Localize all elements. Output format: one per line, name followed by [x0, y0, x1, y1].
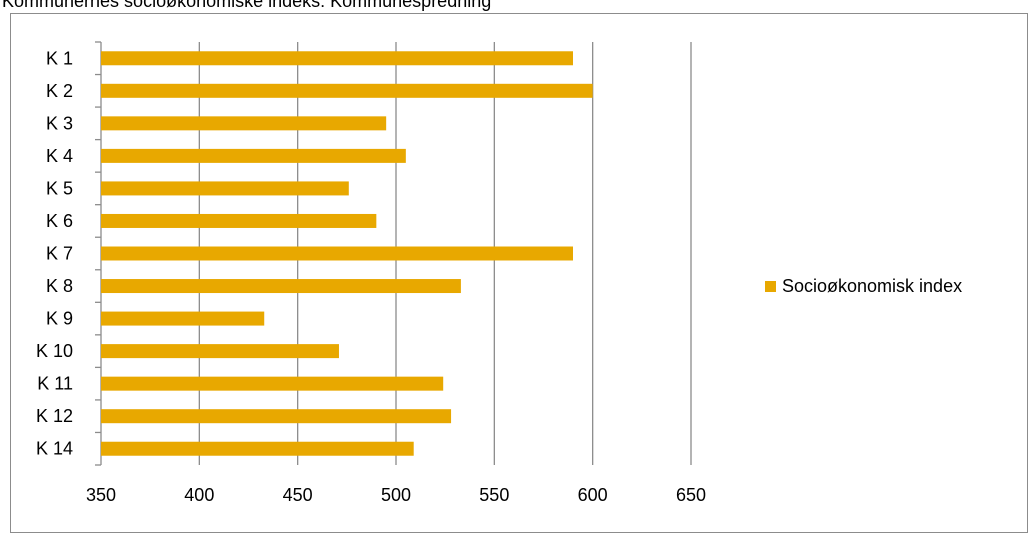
- x-tick-label: 650: [676, 485, 706, 505]
- x-tick-label: 450: [283, 485, 313, 505]
- y-tick-label: K 12: [36, 406, 73, 426]
- x-tick-label: 350: [86, 485, 116, 505]
- bar: [101, 116, 387, 131]
- y-tick-label: K 11: [37, 374, 73, 394]
- legend: Socioøkonomisk index: [765, 276, 962, 297]
- legend-swatch: [765, 281, 776, 292]
- bar: [101, 148, 406, 163]
- x-tick-label: 400: [184, 485, 214, 505]
- y-tick-label: K 14: [36, 439, 73, 459]
- bar: [101, 213, 377, 228]
- bar: [101, 311, 265, 326]
- y-tick-label: K 7: [46, 244, 73, 264]
- bar: [101, 376, 444, 391]
- bar: [101, 181, 349, 196]
- bar: [101, 51, 573, 66]
- y-tick-label: K 8: [46, 276, 73, 296]
- y-tick-label: K 5: [46, 178, 73, 198]
- y-tick-label: K 4: [46, 146, 73, 166]
- x-tick-label: 550: [479, 485, 509, 505]
- bar: [101, 344, 339, 359]
- bar: [101, 83, 593, 98]
- x-tick-label: 500: [381, 485, 411, 505]
- chart-title: Kommunernes socioøkonomiske indeks: Komm…: [2, 0, 492, 11]
- y-tick-label: K 1: [46, 48, 73, 68]
- y-tick-label: K 3: [46, 113, 73, 133]
- bar: [101, 441, 414, 456]
- bar: [101, 279, 461, 294]
- chart-frame: K 1 K 2 K 3 K 4 K 5 K 6 K 7 K 8 K 9 K 10 K 11 K 12 K…: [10, 13, 1028, 533]
- x-tick-label: 600: [578, 485, 608, 505]
- y-tick-label: K 6: [46, 211, 73, 231]
- y-tick-label: K 10: [36, 341, 73, 361]
- y-tick-label: K 9: [46, 309, 73, 329]
- bar-chart: K 1 K 2 K 3 K 4 K 5 K 6 K 7 K 8 K 9 K 10 K 11 K 12 K…: [36, 41, 706, 505]
- bar: [101, 246, 573, 261]
- legend-label: Socioøkonomisk index: [782, 276, 963, 296]
- y-tick-label: K 2: [46, 81, 73, 101]
- bar: [101, 409, 452, 424]
